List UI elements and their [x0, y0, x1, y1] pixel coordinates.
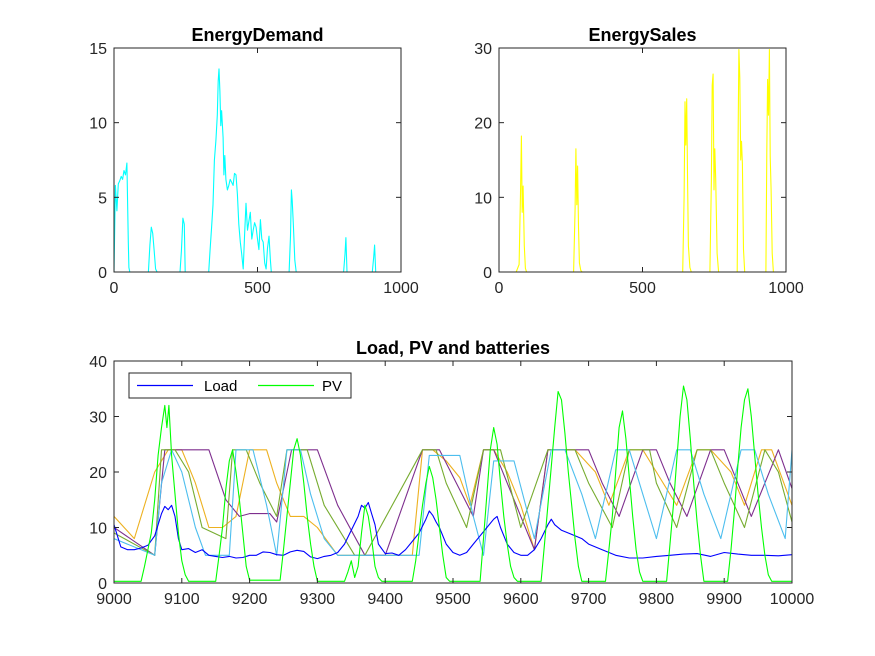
- series-battery--1: [114, 68, 401, 272]
- x-tick-label: 0: [495, 280, 504, 297]
- series-pv: [114, 385, 792, 582]
- x-tick-label: 9900: [706, 591, 742, 608]
- legend: Load PV: [128, 372, 352, 399]
- y-tick-label: 10: [89, 521, 107, 538]
- legend-label-pv: PV: [322, 378, 342, 395]
- x-tick-label: 9600: [503, 591, 539, 608]
- y-tick-label: 30: [474, 41, 492, 58]
- x-tick-label: 1000: [383, 280, 419, 297]
- x-tick-label: 10000: [770, 591, 815, 608]
- x-tick-label: 9200: [232, 591, 268, 608]
- x-tick-label: 9800: [639, 591, 675, 608]
- chart-title: EnergyDemand: [191, 25, 323, 45]
- y-tick-label: 0: [98, 576, 107, 593]
- x-tick-label: 500: [244, 280, 271, 297]
- x-tick-label: 9000: [96, 591, 132, 608]
- series-battery-4: [114, 449, 792, 556]
- y-tick-label: 20: [89, 465, 107, 482]
- y-tick-label: 10: [89, 116, 107, 133]
- chart-2: 9000 9100 9200 9300 9400 9500 9600 9700 9800 9900…: [89, 338, 814, 608]
- legend-label-load: Load: [204, 378, 237, 395]
- chart-0: 0 500 1000 0 5 10 15 EnergyDemand: [89, 25, 419, 297]
- y-tick-label: 0: [483, 265, 492, 282]
- y-tick-label: 5: [98, 190, 107, 207]
- series-group: [114, 68, 401, 272]
- x-tick-label: 0: [110, 280, 119, 297]
- x-tick-label: 1000: [768, 280, 804, 297]
- y-tick-label: 0: [98, 265, 107, 282]
- chart-title: EnergySales: [588, 25, 696, 45]
- x-tick-label: 9500: [435, 591, 471, 608]
- x-tick-label: 9100: [164, 591, 200, 608]
- chart-1: 0 500 1000 0 10 20 30 EnergySales: [474, 25, 804, 297]
- x-tick-label: 500: [629, 280, 656, 297]
- series-load: [114, 501, 792, 560]
- x-tick-label: 9300: [300, 591, 336, 608]
- chart-title: Load, PV and batteries: [356, 338, 550, 358]
- series-group: [114, 385, 792, 582]
- x-tick-label: 9400: [367, 591, 403, 608]
- y-tick-label: 20: [474, 116, 492, 133]
- y-tick-label: 10: [474, 190, 492, 207]
- x-tick-label: 9700: [571, 591, 607, 608]
- y-tick-label: 40: [89, 354, 107, 371]
- y-tick-label: 30: [89, 410, 107, 427]
- y-tick-label: 15: [89, 41, 107, 58]
